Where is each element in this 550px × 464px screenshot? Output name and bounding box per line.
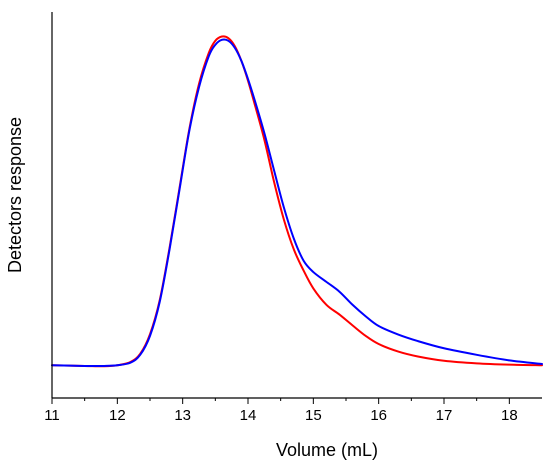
x-tick-label: 16 xyxy=(370,407,387,424)
x-tick-label: 11 xyxy=(44,407,60,424)
y-axis-title: Detectors response xyxy=(5,117,25,273)
x-tick-label: 17 xyxy=(436,407,453,424)
x-tick-label: 13 xyxy=(174,407,191,424)
x-tick-label: 15 xyxy=(305,407,322,424)
plot-lines xyxy=(51,35,543,368)
x-tick-label: 18 xyxy=(501,407,518,424)
x-axis-ticks: 11 12 13 14 15 16 17 18 xyxy=(44,398,518,424)
red-series-line xyxy=(51,35,543,368)
x-axis-title: Volume (mL) xyxy=(276,440,378,460)
blue-series-line xyxy=(51,38,543,368)
x-tick-label: 14 xyxy=(240,407,257,424)
x-tick-label: 12 xyxy=(109,407,126,424)
